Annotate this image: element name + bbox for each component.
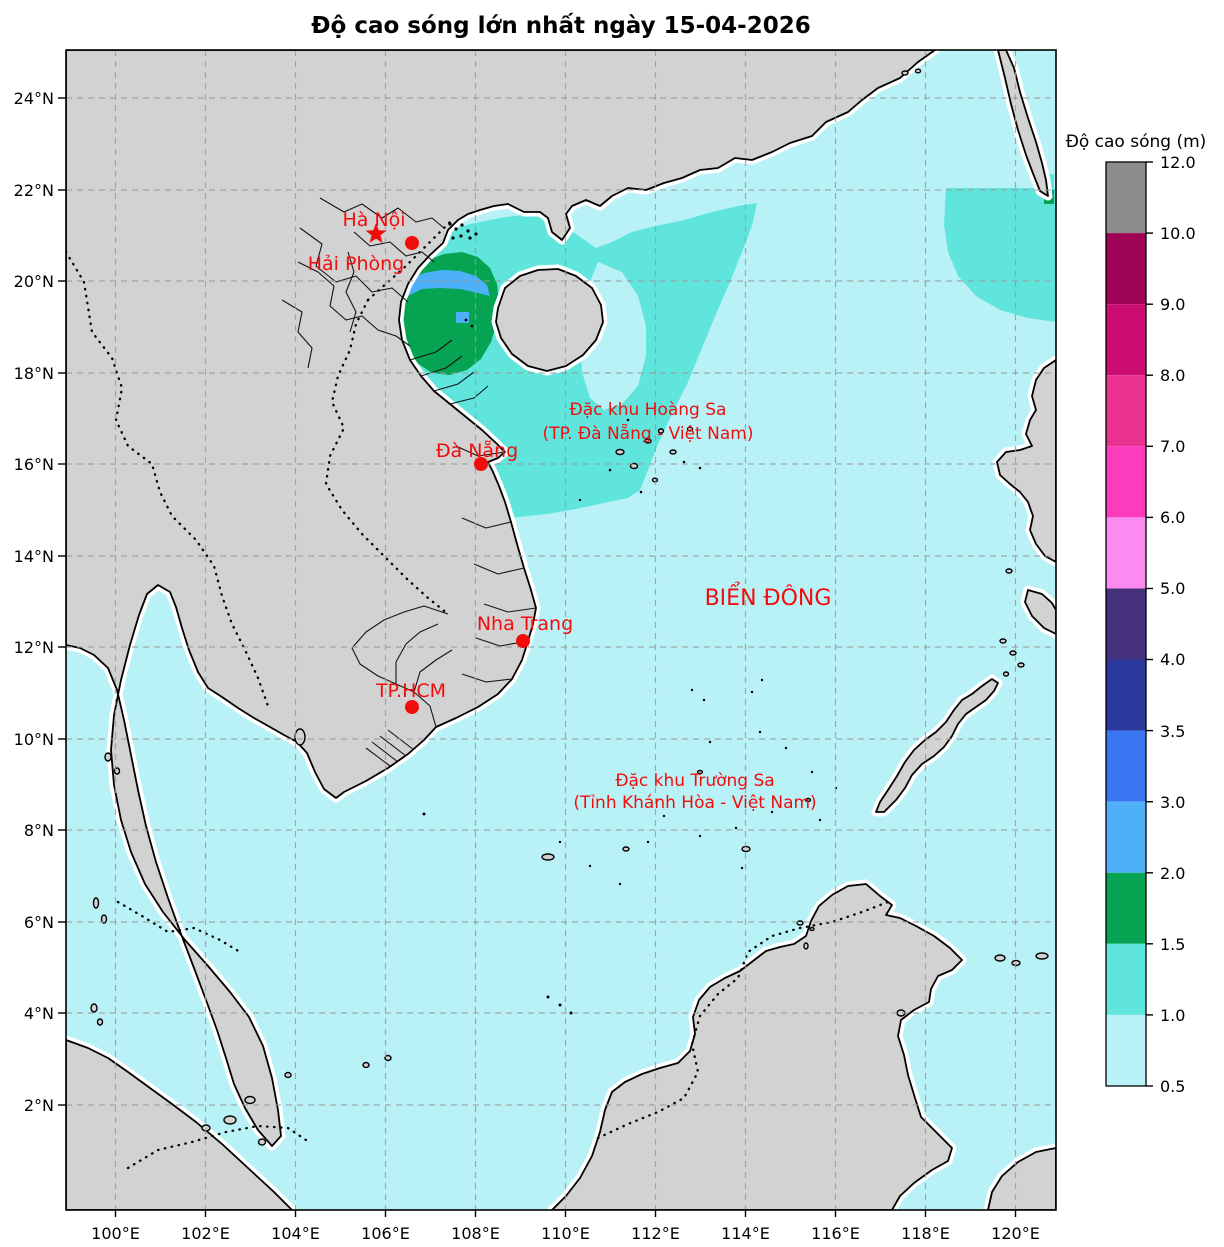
dotted-country-borders [66,218,890,1170]
colorbar-segment [1106,872,1146,944]
land-luzon [996,359,1056,563]
colorbar-segment [1106,375,1146,447]
tphcm-dot-marker [405,700,419,714]
map-text-labels: Hà Nội Hải Phòng Đà Nẵng Nha Trang TP.HC… [308,209,832,813]
hanoi-star-marker [365,223,387,243]
x-tick-114e: 114°E [721,1224,770,1243]
colorbar-segment [1106,162,1146,234]
land-sumatra [66,1039,293,1210]
colorbar-tick-7: 7.0 [1160,437,1185,456]
nhatrang-dot-marker [516,634,530,648]
colorbar-segment [1106,943,1146,1015]
tphcm-label: TP.HCM [375,680,446,702]
plot-frame [65,49,1057,1211]
colorbar-tick-12: 12.0 [1160,153,1196,172]
wave-pixel-blue [456,312,469,323]
colorbar-segment [1106,659,1146,731]
nhatrang-label: Nha Trang [477,613,573,635]
colorbar-tick-10: 10.0 [1160,224,1196,243]
truongsa-label-line2: (Tỉnh Khánh Hòa - Việt Nam) [573,793,816,813]
y-tick-18n: 18°N [14,364,54,383]
land-palawan [875,678,999,813]
y-tick-6n: 6°N [24,913,54,932]
y-axis: 24°N 22°N 20°N 18°N 16°N 14°N 12°N 10°N … [14,89,66,1115]
x-tick-108e: 108°E [451,1224,500,1243]
y-tick-2n: 2°N [24,1096,54,1115]
x-tick-112e: 112°E [631,1224,680,1243]
hoangsa-label-line1: Đặc khu Hoàng Sa [570,400,727,420]
colorbar-segment [1106,304,1146,376]
x-tick-106e: 106°E [361,1224,410,1243]
colorbar-tick-3-5: 3.5 [1160,722,1185,741]
colorbar-segment [1106,801,1146,873]
province-boundaries [281,197,537,767]
x-tick-102e: 102°E [181,1224,230,1243]
graticule-grid [66,50,1056,1210]
land-mainland-asia [66,50,936,1147]
colorbar: Độ cao sóng (m) 12.0 10.0 9.0 8.0 7.0 6.… [1066,132,1207,1096]
y-tick-10n: 10°N [14,730,54,749]
small-islands [90,68,1049,1146]
colorbar-segment [1106,1014,1146,1086]
land-hainan [495,268,604,372]
y-tick-20n: 20°N [14,272,54,291]
colorbar-title: Độ cao sóng (m) [1066,132,1207,152]
wave-patch-blue-streak [402,270,490,299]
figure-title: Độ cao sóng lớn nhất ngày 15-04-2026 [311,12,811,39]
hoangsa-label-line2: (TP. Đà Nẵng - Việt Nam) [543,423,754,444]
colorbar-segment [1106,588,1146,660]
danang-label: Đà Nẵng [436,439,518,462]
haiphong-dot-marker [405,236,419,250]
map-plot-area: Hà Nội Hải Phòng Đà Nẵng Nha Trang TP.HC… [66,50,1056,1210]
colorbar-segment [1106,446,1146,518]
colorbar-tick-6: 6.0 [1160,508,1185,527]
land-borneo [551,883,963,1210]
hanoi-label: Hà Nội [342,209,405,231]
y-tick-12n: 12°N [14,638,54,657]
colorbar-tick-0-5: 0.5 [1160,1077,1185,1096]
colorbar-segment [1106,233,1146,305]
y-tick-4n: 4°N [24,1004,54,1023]
y-tick-16n: 16°N [14,455,54,474]
x-tick-110e: 110°E [541,1224,590,1243]
x-tick-100e: 100°E [91,1224,140,1243]
city-markers [365,223,530,714]
colorbar-tick-9: 9.0 [1160,295,1185,314]
colorbar-segment [1106,517,1146,589]
y-tick-24n: 24°N [14,89,54,108]
x-tick-120e: 120°E [991,1224,1040,1243]
colorbar-tick-5: 5.0 [1160,579,1185,598]
y-tick-8n: 8°N [24,821,54,840]
x-tick-118e: 118°E [901,1224,950,1243]
bien-dong-label: BIỂN ĐÔNG [705,583,832,611]
colorbar-segment [1106,730,1146,802]
land-sulawesi-corner [987,1147,1056,1210]
colorbar-tick-1-5: 1.5 [1160,935,1185,954]
haiphong-label: Hải Phòng [308,253,404,275]
colorbar-tick-8: 8.0 [1160,366,1185,385]
y-tick-22n: 22°N [14,181,54,200]
x-tick-116e: 116°E [811,1224,860,1243]
y-tick-14n: 14°N [14,547,54,566]
wave-patch-ne-corner [944,188,1056,322]
danang-dot-marker [474,457,488,471]
land-mindoro [1024,589,1056,635]
land-masses [66,50,1056,1210]
colorbar-tick-4: 4.0 [1160,650,1185,669]
colorbar-tick-2: 2.0 [1160,864,1185,883]
x-axis: 100°E 102°E 104°E 106°E 108°E 110°E 112°… [91,1210,1040,1243]
colorbar-outline [1105,161,1147,1087]
colorbar-tick-1: 1.0 [1160,1006,1185,1025]
colorbar-tick-3: 3.0 [1160,793,1185,812]
x-tick-104e: 104°E [271,1224,320,1243]
truongsa-label-line1: Đặc khu Trường Sa [615,771,774,791]
land-taiwan [997,50,1049,197]
